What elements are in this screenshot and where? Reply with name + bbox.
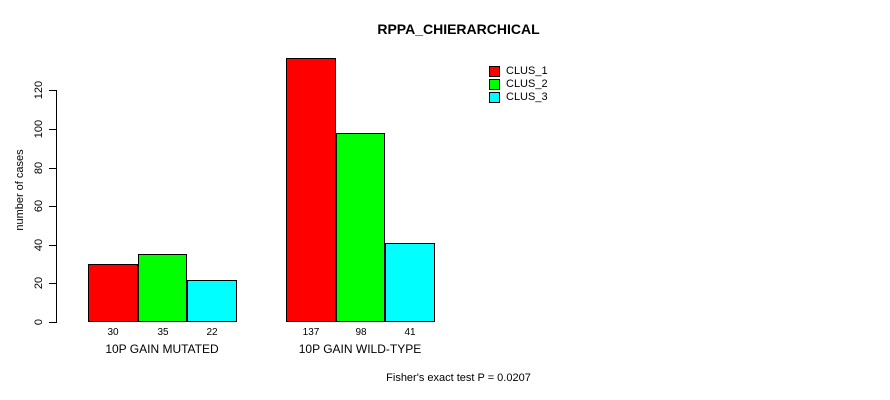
y-axis-line: [56, 90, 57, 323]
y-axis-tick-label: 0: [33, 318, 45, 326]
bar-value-label: 35: [157, 327, 169, 338]
bar-value-label: 41: [404, 327, 416, 338]
y-axis-tick: [49, 129, 56, 130]
bar-value-label: 30: [107, 327, 119, 338]
chart-title: RPPA_CHIERARCHICAL: [377, 21, 540, 37]
y-axis-tick-label: 20: [33, 276, 45, 290]
bar: [336, 133, 385, 322]
bar: [88, 264, 138, 322]
bar: [286, 58, 336, 322]
y-axis-tick: [49, 206, 56, 207]
y-axis-tick: [49, 283, 56, 284]
y-axis-tick-label: 40: [33, 238, 45, 252]
y-axis-tick-label: 60: [33, 199, 45, 213]
bar-value-label: 137: [302, 327, 320, 338]
bar: [187, 280, 237, 322]
y-axis-tick: [49, 168, 56, 169]
legend-swatch: [489, 79, 500, 90]
category-label: 10P GAIN MUTATED: [105, 342, 219, 356]
bar-value-label: 22: [206, 327, 218, 338]
annotation-text: Fisher's exact test P = 0.0207: [386, 372, 531, 384]
y-axis-tick-label: 80: [33, 161, 45, 175]
bar-value-label: 98: [355, 327, 367, 338]
y-axis-tick: [49, 322, 56, 323]
bar: [385, 243, 435, 322]
legend-label: CLUS_2: [506, 78, 548, 90]
y-axis-tick: [49, 90, 56, 91]
category-label: 10P GAIN WILD-TYPE: [298, 342, 422, 356]
y-axis-tick-label: 120: [33, 80, 45, 100]
legend-label: CLUS_3: [506, 91, 548, 103]
y-axis-tick-label: 100: [33, 119, 45, 139]
legend-label: CLUS_1: [506, 65, 548, 77]
legend-swatch: [489, 66, 500, 77]
bar: [138, 254, 187, 322]
y-axis-tick: [49, 245, 56, 246]
y-axis-title: number of cases: [14, 149, 26, 231]
legend-swatch: [489, 92, 500, 103]
